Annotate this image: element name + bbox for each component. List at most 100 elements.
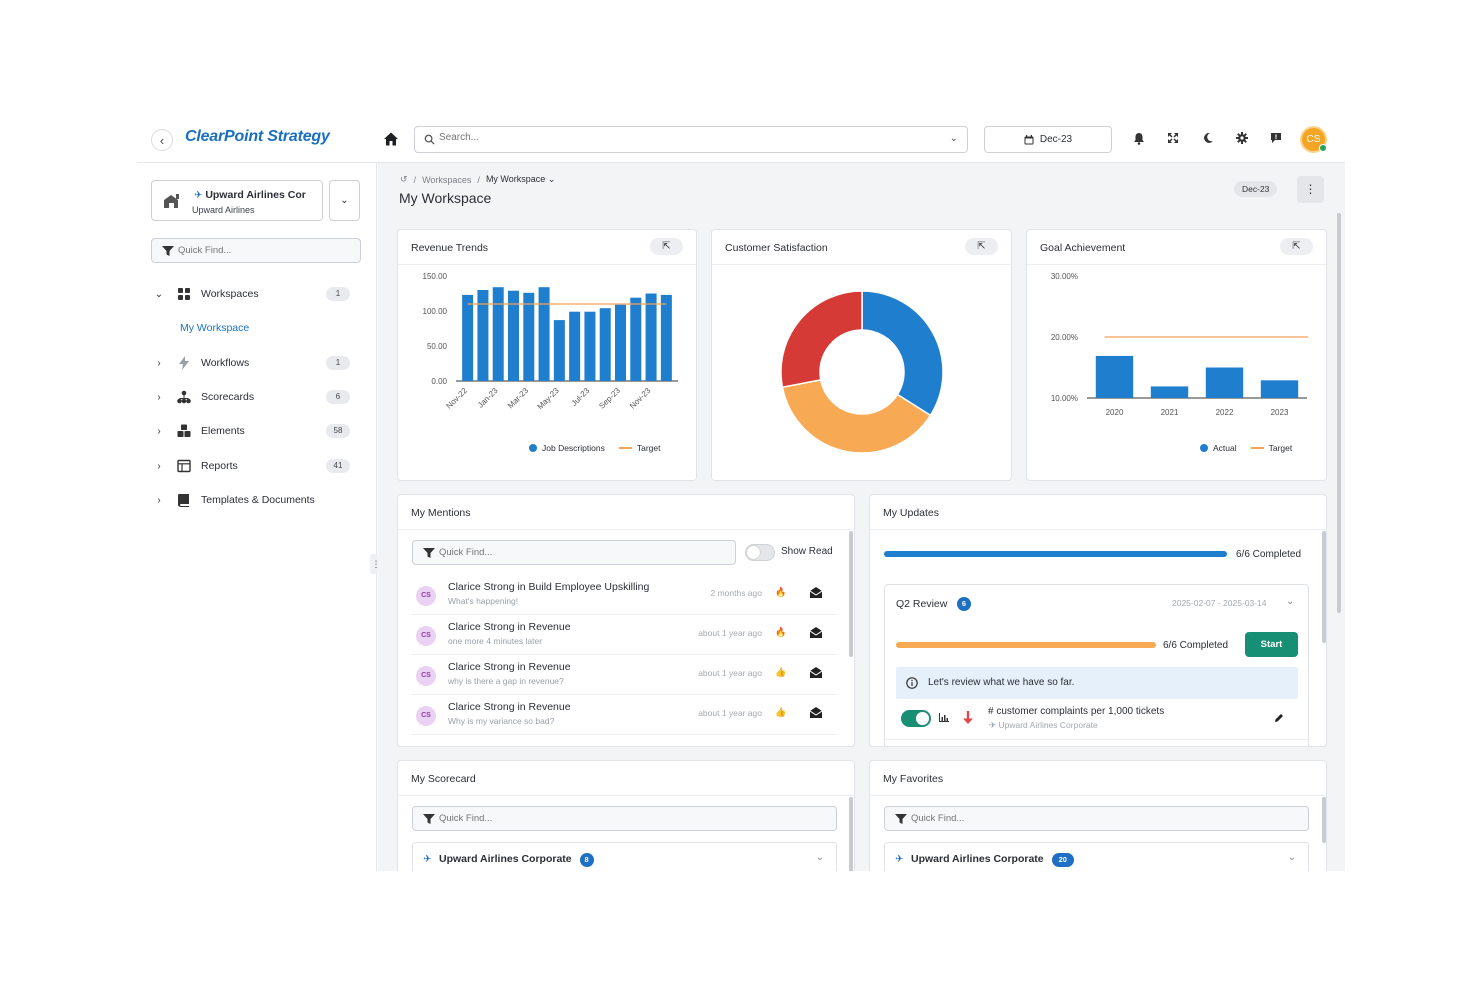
mention-item[interactable]: CS Clarice Strong in Revenue why is ther… — [412, 655, 837, 695]
moon-icon[interactable] — [1201, 132, 1215, 146]
mentions-quick-find[interactable] — [412, 540, 736, 565]
x-tick-label: 2023 — [1271, 408, 1289, 417]
fire-icon[interactable]: 🔥 — [775, 587, 787, 597]
chart-legend: Actual Target — [1200, 443, 1292, 453]
calendar-icon — [1024, 134, 1034, 144]
scorecard-scrollbar[interactable] — [849, 797, 853, 871]
chevron-right-icon[interactable]: › — [157, 425, 161, 437]
metric-name[interactable]: # customer complaints per 1,000 tickets — [988, 706, 1165, 717]
envelope-open-icon[interactable] — [810, 707, 822, 718]
book-icon — [178, 494, 189, 507]
envelope-open-icon[interactable] — [810, 627, 822, 638]
bell-icon[interactable] — [1132, 132, 1146, 146]
bar — [553, 320, 565, 381]
filter-icon — [895, 814, 907, 824]
chevron-down-icon[interactable]: ⌄ — [949, 133, 958, 144]
arrow-down-icon — [963, 711, 973, 724]
chevron-down-icon[interactable]: ⌄ — [815, 852, 824, 863]
organization-dropdown-button[interactable]: ⌄ — [329, 180, 360, 221]
thumbs-up-icon[interactable]: 👍 — [775, 667, 787, 677]
show-read-toggle[interactable] — [745, 544, 775, 561]
sidebar-quick-find[interactable] — [151, 238, 361, 263]
breadcrumb: ↺ / Workspaces / My Workspace ⌄ — [400, 174, 556, 185]
sidebar-item-templates-documents[interactable]: › Templates & Documents — [151, 490, 351, 510]
avatar: CS — [416, 626, 436, 646]
sidebar-item-label: Scorecards — [201, 391, 255, 403]
chevron-right-icon[interactable]: › — [157, 357, 161, 369]
main-scrollbar[interactable] — [1337, 213, 1341, 613]
sidebar-item-elements[interactable]: › Elements 58 — [151, 421, 351, 441]
expand-icon[interactable] — [1166, 132, 1180, 146]
search-input[interactable] — [439, 132, 939, 143]
mentions-scrollbar[interactable] — [849, 531, 853, 657]
thumbs-up-icon[interactable]: 👍 — [775, 707, 787, 717]
info-icon — [906, 677, 918, 689]
chevron-right-icon[interactable]: › — [157, 391, 161, 403]
my-mentions-card: My Mentions Show Read CS Clarice Strong … — [397, 494, 855, 747]
favorites-quick-find[interactable] — [884, 806, 1309, 831]
x-tick-label: Nov-22 — [444, 386, 469, 411]
plane-icon: ✈ — [194, 190, 203, 201]
user-avatar[interactable]: CS — [1300, 126, 1327, 153]
sidebar-item-scorecards[interactable]: › Scorecards 6 — [151, 387, 351, 407]
mention-title: Clarice Strong in Revenue — [448, 661, 571, 673]
search-bar[interactable]: ⌄ — [414, 126, 968, 153]
avatar: CS — [416, 706, 436, 726]
favorites-scrollbar[interactable] — [1322, 797, 1326, 843]
feedback-icon[interactable] — [1269, 132, 1283, 146]
review-title[interactable]: Q2 Review — [896, 598, 948, 610]
hierarchy-icon — [177, 390, 191, 404]
card-title: My Mentions — [411, 507, 471, 519]
favorites-quick-find-input[interactable] — [911, 813, 1071, 824]
metric-toggle[interactable] — [901, 710, 931, 727]
more-options-button[interactable]: ⋮ — [1297, 176, 1324, 203]
updates-scrollbar[interactable] — [1322, 531, 1326, 643]
chevron-down-icon[interactable]: ⌄ — [1286, 596, 1295, 607]
period-selector[interactable]: Dec-23 — [984, 126, 1112, 153]
mention-item[interactable]: CS Clarice Strong in Build Employee Upsk… — [412, 575, 837, 615]
sidebar-item-workflows[interactable]: › Workflows 1 — [151, 353, 351, 373]
legend-item: Target — [1250, 443, 1292, 453]
breadcrumb-current[interactable]: My Workspace ⌄ — [485, 174, 556, 184]
envelope-open-icon[interactable] — [810, 667, 822, 678]
mention-item[interactable]: CS Clarice Strong in Revenue one more 4 … — [412, 615, 837, 655]
fire-icon[interactable]: 🔥 — [775, 627, 787, 637]
sidebar-quick-find-input[interactable] — [178, 245, 338, 256]
mention-item[interactable]: CS Clarice Strong in Revenue Why is my v… — [412, 695, 837, 735]
scorecard-quick-find-input[interactable] — [439, 813, 599, 824]
chevron-down-icon[interactable]: ⌄ — [154, 288, 164, 300]
plane-icon: ✈ — [895, 854, 904, 865]
home-icon[interactable] — [383, 131, 399, 147]
sidebar-item-label: Reports — [201, 460, 238, 472]
info-banner: Let's review what we have so far. — [896, 667, 1298, 699]
history-icon[interactable]: ↺ — [400, 174, 408, 184]
sidebar-subitem-my-workspace[interactable]: My Workspace — [180, 322, 250, 334]
scorecard-org-label: Upward Airlines Corporate 8 — [439, 853, 594, 867]
pencil-icon[interactable] — [1274, 713, 1284, 723]
chevron-right-icon[interactable]: › — [157, 460, 161, 472]
sidebar-item-workspaces[interactable]: ⌄ Workspaces 1 — [151, 284, 351, 304]
bar-chart-icon[interactable] — [939, 713, 949, 722]
mentions-quick-find-input[interactable] — [439, 547, 599, 558]
card-header: Goal Achievement ⇱ — [1027, 230, 1326, 265]
bar — [584, 311, 596, 381]
collapse-sidebar-button[interactable]: ‹ — [151, 129, 173, 151]
open-external-button[interactable]: ⇱ — [1280, 238, 1313, 255]
card-header: My Scorecard — [398, 761, 854, 796]
external-link-icon: ⇱ — [977, 241, 986, 252]
open-external-button[interactable]: ⇱ — [650, 238, 683, 255]
chevron-down-icon[interactable]: ⌄ — [1287, 852, 1296, 863]
breadcrumb-workspaces[interactable]: Workspaces — [422, 174, 472, 185]
envelope-open-icon[interactable] — [810, 587, 822, 598]
chevron-right-icon[interactable]: › — [157, 494, 161, 506]
organization-selector[interactable]: ✈ Upward Airlines Cor Upward Airlines — [151, 180, 323, 221]
count-badge: 1 — [326, 287, 350, 301]
count-badge: 1 — [326, 356, 350, 370]
scorecard-org-row[interactable]: ✈ Upward Airlines Corporate 8 ⌄ — [412, 842, 837, 871]
sidebar-item-reports[interactable]: › Reports 41 — [151, 456, 351, 476]
start-button[interactable]: Start — [1245, 632, 1298, 657]
favorites-org-row[interactable]: ✈ Upward Airlines Corporate 20 ⌄ — [884, 842, 1309, 871]
open-external-button[interactable]: ⇱ — [965, 238, 998, 255]
scorecard-quick-find[interactable] — [412, 806, 837, 831]
gear-icon[interactable] — [1235, 132, 1249, 146]
